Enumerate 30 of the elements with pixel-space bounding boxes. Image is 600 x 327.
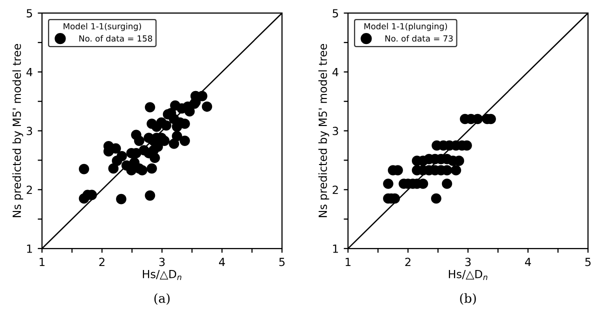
x-tick-label: 3 [465, 258, 471, 266]
y-tick-label: 3 [332, 126, 338, 136]
y-axis-title: Ns predicted by M5' model tree [318, 44, 330, 218]
x-tick-label: 1 [40, 258, 45, 266]
legend-title: Model 1-1(plunging) [364, 22, 447, 31]
y-tick-label: 2 [332, 186, 338, 194]
x-tick-label: 1 [346, 258, 351, 266]
text: (b) [460, 293, 476, 305]
x-tick-label: 5 [279, 258, 285, 266]
x-tick-label: 2 [99, 258, 104, 266]
x-axis-title: Hs/△D$_{n}$ [142, 270, 182, 280]
x-tick-label: 5 [585, 258, 591, 266]
text: (a) [154, 293, 170, 305]
y-tick-label: 1 [27, 244, 32, 253]
x-tick-label: 4 [219, 258, 225, 266]
y-tick-label: 4 [332, 68, 338, 76]
x-axis-title: Hs/△D$_{n}$ [448, 270, 488, 280]
y-tick-label: 3 [26, 126, 32, 136]
legend-label: No. of data = 158 [79, 35, 152, 42]
y-tick-label: 2 [26, 186, 32, 194]
y-tick-label: 5 [332, 9, 338, 18]
legend-label: No. of data = 73 [385, 35, 453, 42]
x-tick-label: 2 [405, 258, 410, 266]
y-tick-label: 5 [26, 9, 32, 18]
legend-title: Model 1-1(surging) [64, 22, 142, 31]
y-axis-title: Ns predicted by M5' model tree [12, 44, 24, 218]
y-tick-label: 4 [26, 68, 32, 76]
x-tick-label: 4 [525, 258, 531, 266]
x-tick-label: 3 [159, 258, 165, 266]
y-tick-label: 1 [333, 244, 338, 253]
